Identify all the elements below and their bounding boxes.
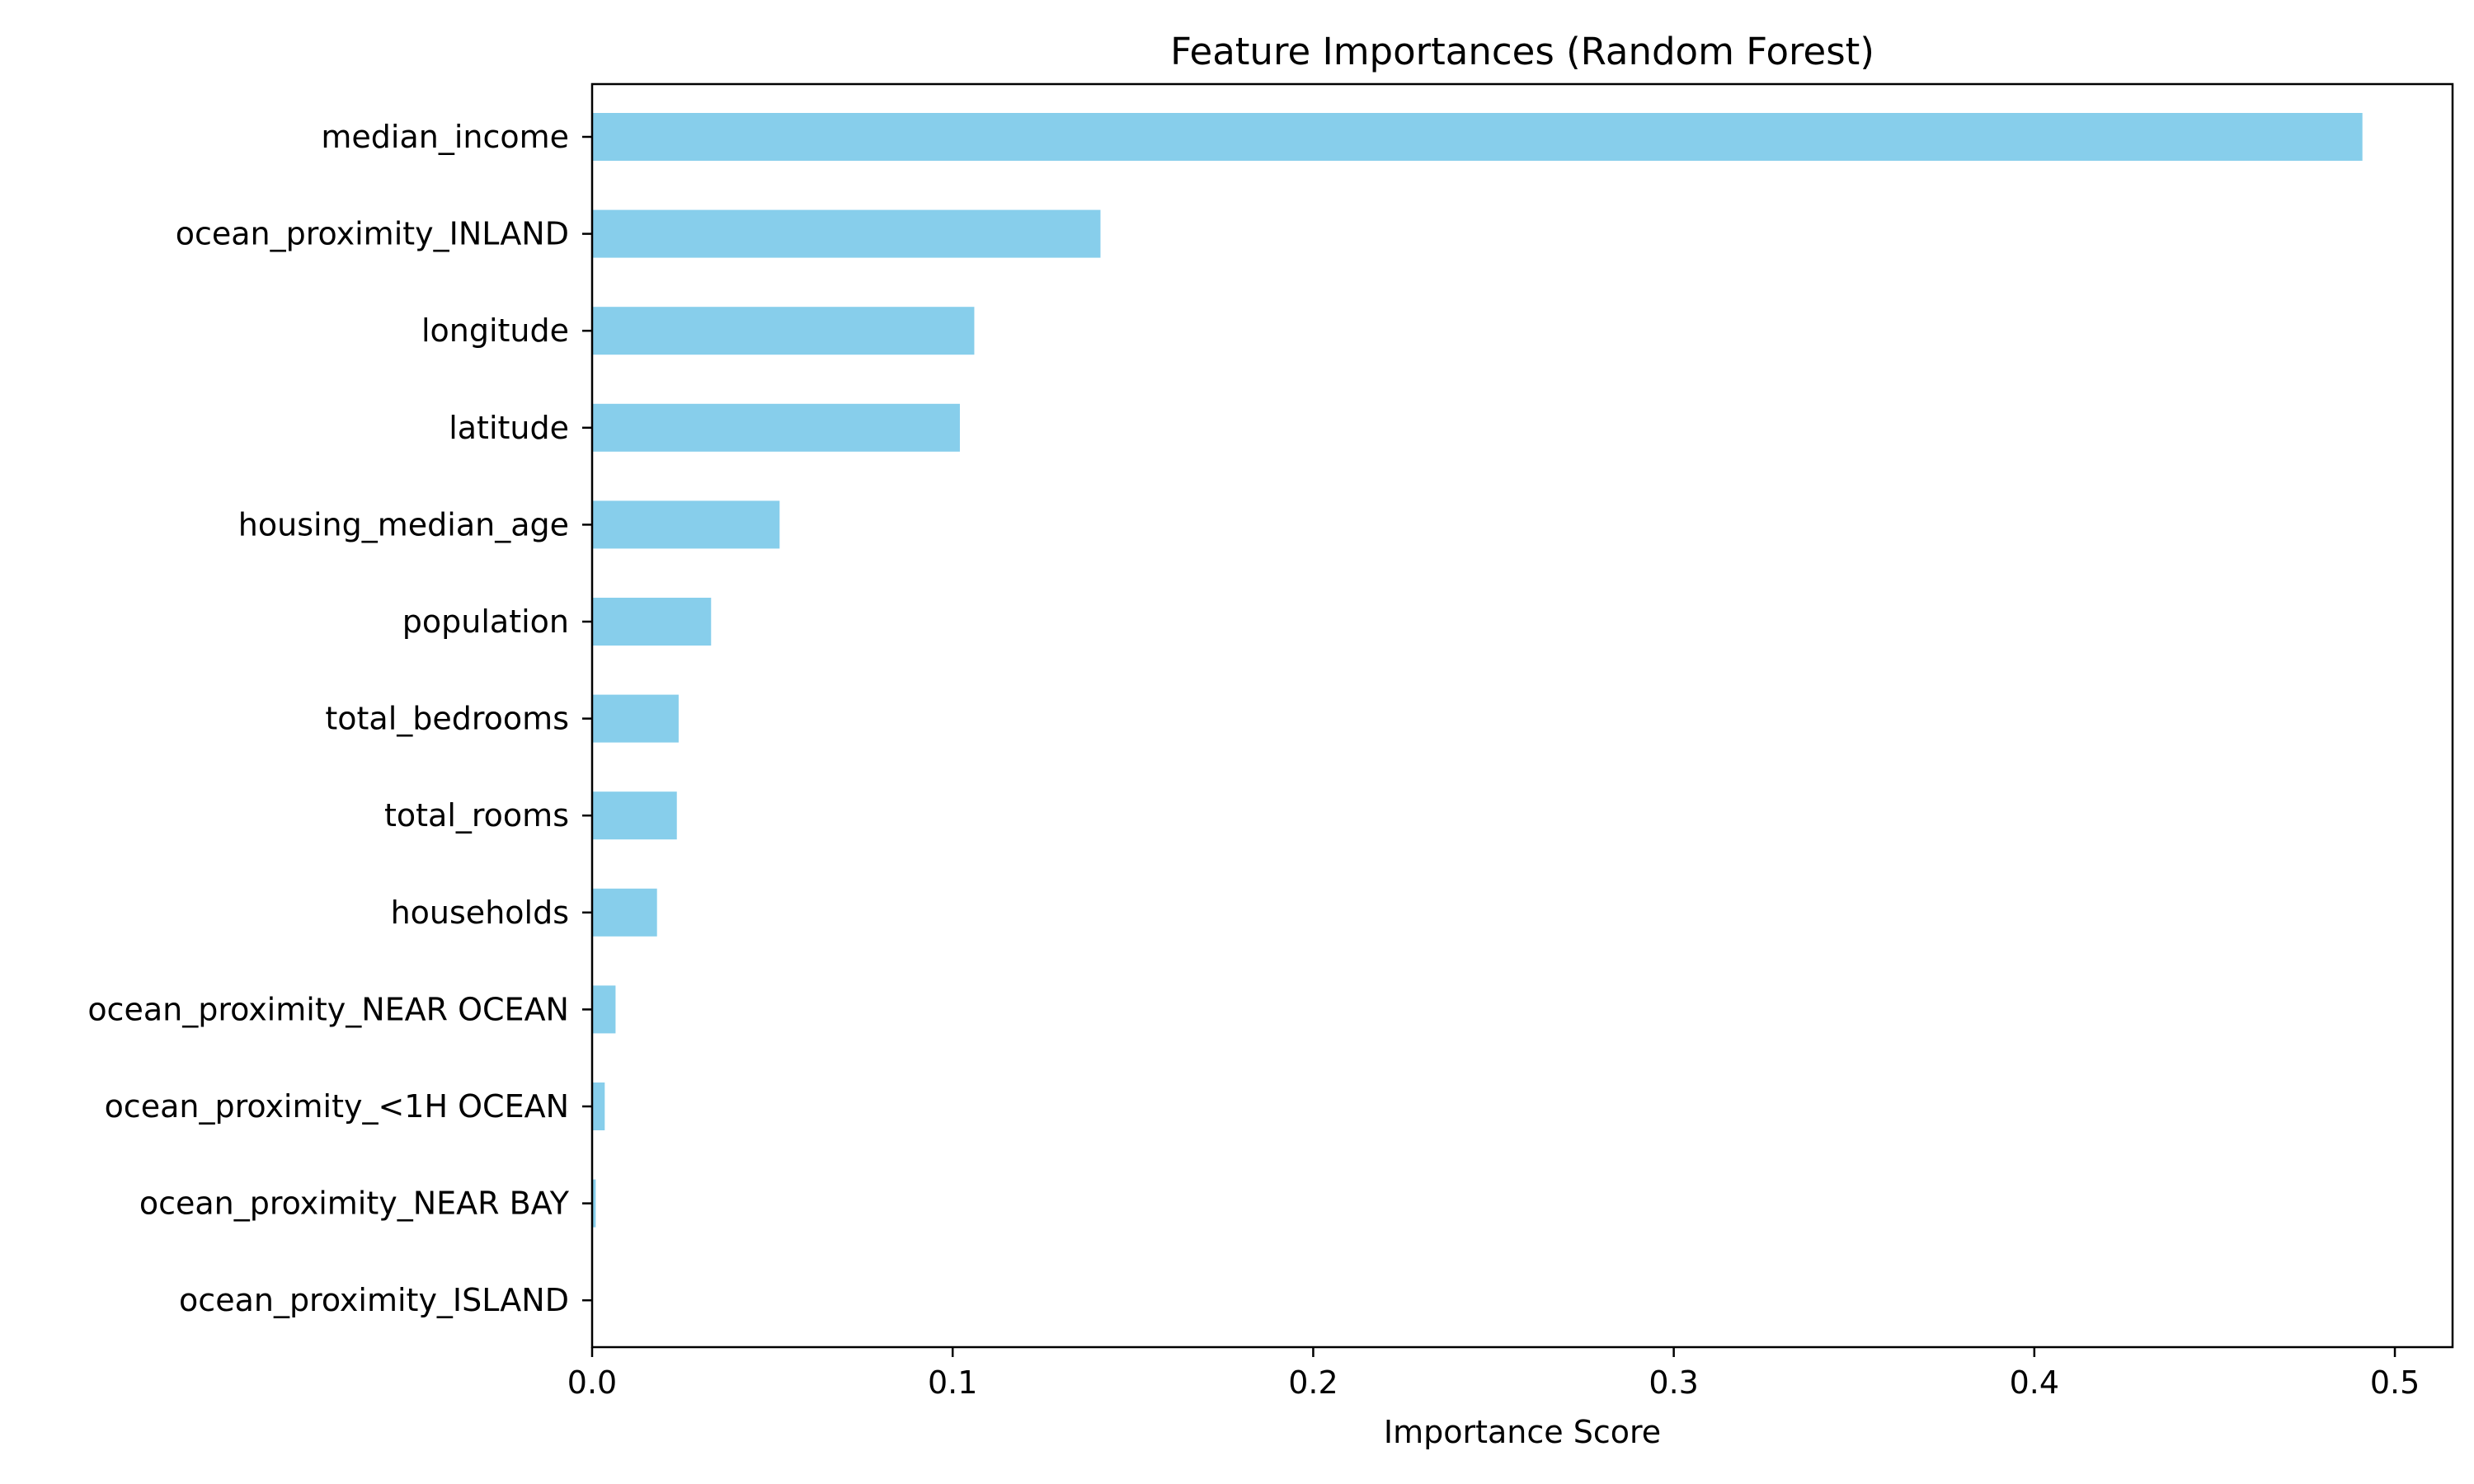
- bar-ocean-proximity-1h-ocean: [592, 1082, 605, 1130]
- y-tick-label: total_rooms: [384, 797, 569, 834]
- y-tick-label: median_income: [321, 119, 569, 155]
- y-tick-label: longitude: [421, 312, 569, 349]
- chart-title: Feature Importances (Random Forest): [1170, 30, 1874, 73]
- x-tick-label: 0.1: [928, 1364, 977, 1401]
- y-tick-label: ocean_proximity_INLAND: [176, 216, 569, 252]
- x-tick-label: 0.5: [2370, 1364, 2420, 1401]
- x-tick-label: 0.0: [567, 1364, 617, 1401]
- bars-layer: [592, 113, 2363, 1325]
- plot-frame: [590, 82, 2454, 1349]
- x-tick-label: 0.2: [1288, 1364, 1338, 1401]
- bar-latitude: [592, 403, 960, 452]
- ticks-layer: median_income ocean_proximity_INLANDlongi…: [87, 119, 2420, 1401]
- bar-households: [592, 888, 657, 937]
- bar-housing-median-age: [592, 500, 780, 549]
- bar-ocean-proximity-inland: [592, 209, 1101, 258]
- bar-ocean-proximity-near-ocean: [592, 985, 616, 1034]
- x-tick-label: 0.4: [2010, 1364, 2059, 1401]
- y-tick-label: ocean_proximity_<1H OCEAN: [105, 1088, 569, 1125]
- y-tick-label: ocean_proximity_NEAR BAY: [139, 1186, 570, 1222]
- y-tick-label: housing_median_age: [238, 506, 569, 542]
- x-axis-label: Importance Score: [1384, 1414, 1661, 1450]
- bar-total-bedrooms: [592, 694, 679, 743]
- bar-total-rooms: [592, 791, 677, 840]
- bar-population: [592, 598, 712, 646]
- x-tick-label: 0.3: [1649, 1364, 1698, 1401]
- y-tick-label: population: [402, 603, 569, 640]
- y-tick-label: latitude: [449, 410, 569, 446]
- bar-ocean-proximity-near-bay: [592, 1179, 596, 1228]
- y-tick-label: total_bedrooms: [325, 701, 569, 737]
- bar-median-income: [592, 113, 2363, 161]
- y-tick-label: ocean_proximity_ISLAND: [179, 1282, 569, 1318]
- y-tick-label: ocean_proximity_NEAR OCEAN: [87, 991, 569, 1027]
- y-tick-label: households: [391, 895, 569, 931]
- bar-longitude: [592, 307, 975, 355]
